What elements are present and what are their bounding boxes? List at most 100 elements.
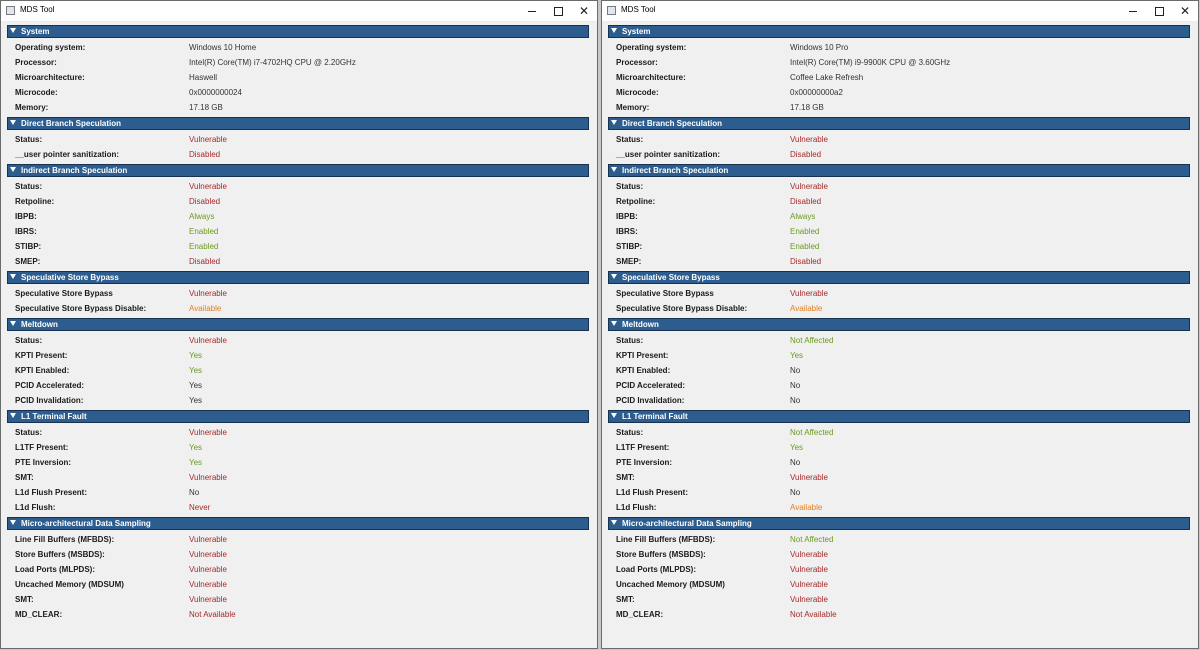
row-value: Not Available — [790, 610, 837, 619]
row-value: No — [790, 458, 801, 467]
section-title: Speculative Store Bypass — [622, 273, 720, 282]
section-title: Direct Branch Speculation — [21, 119, 122, 128]
row-label: IBRS: — [15, 227, 37, 236]
info-row: Microarchitecture: Coffee Lake Refresh — [608, 70, 1190, 85]
section-header[interactable]: Indirect Branch Speculation — [7, 164, 589, 177]
info-row: Memory: 17.18 GB — [7, 100, 589, 115]
maximize-button[interactable] — [1146, 1, 1172, 21]
row-value: Not Affected — [790, 428, 834, 437]
row-label: Speculative Store Bypass — [616, 289, 714, 298]
section-header[interactable]: Meltdown — [608, 318, 1190, 331]
info-row: Status: Vulnerable — [7, 179, 589, 194]
section-header[interactable]: L1 Terminal Fault — [608, 410, 1190, 423]
row-value: Disabled — [189, 257, 221, 266]
row-label: Processor: — [15, 58, 57, 67]
collapse-triangle-icon[interactable] — [611, 167, 617, 173]
row-label: Microcode: — [15, 88, 58, 97]
section-header[interactable]: Direct Branch Speculation — [7, 117, 589, 130]
row-label: PCID Invalidation: — [15, 396, 84, 405]
row-label: Status: — [15, 182, 43, 191]
info-row: MD_CLEAR: Not Available — [7, 607, 589, 622]
row-value: Vulnerable — [189, 289, 227, 298]
section-title: Speculative Store Bypass — [21, 273, 119, 282]
row-label: STIBP: — [15, 242, 42, 251]
section-title: Micro-architectural Data Sampling — [622, 519, 752, 528]
row-label: Load Ports (MLPDS): — [616, 565, 696, 574]
row-label: PTE Inversion: — [15, 458, 72, 467]
section-header[interactable]: L1 Terminal Fault — [7, 410, 589, 423]
row-value: No — [790, 396, 801, 405]
window-title: MDS Tool — [621, 5, 656, 14]
row-label: Memory: — [15, 103, 49, 112]
section-header[interactable]: Speculative Store Bypass — [608, 271, 1190, 284]
section-title: Direct Branch Speculation — [622, 119, 723, 128]
close-button[interactable]: ✕ — [1172, 1, 1198, 21]
info-row: L1d Flush: Never — [7, 500, 589, 515]
collapse-triangle-icon[interactable] — [10, 274, 16, 280]
section-title: L1 Terminal Fault — [622, 412, 688, 421]
row-label: Status: — [15, 336, 43, 345]
row-label: Operating system: — [616, 43, 687, 52]
info-row: Microarchitecture: Haswell — [7, 70, 589, 85]
collapse-triangle-icon[interactable] — [611, 520, 617, 526]
row-value: Vulnerable — [189, 135, 227, 144]
collapse-triangle-icon[interactable] — [611, 274, 617, 280]
row-label: L1d Flush Present: — [616, 488, 689, 497]
row-label: Status: — [616, 428, 644, 437]
row-value: Intel(R) Core(TM) i7-4702HQ CPU @ 2.20GH… — [189, 58, 356, 67]
section-header[interactable]: Meltdown — [7, 318, 589, 331]
row-label: Store Buffers (MSBDS): — [616, 550, 706, 559]
section-header[interactable]: Micro-architectural Data Sampling — [608, 517, 1190, 530]
collapse-triangle-icon[interactable] — [10, 120, 16, 126]
close-icon: ✕ — [578, 4, 590, 18]
row-value: 0x0000000024 — [189, 88, 242, 97]
row-value: Disabled — [790, 197, 822, 206]
row-value: Not Affected — [790, 336, 834, 345]
row-label: Microarchitecture: — [15, 73, 85, 82]
info-row: Status: Vulnerable — [7, 132, 589, 147]
collapse-triangle-icon[interactable] — [611, 321, 617, 327]
info-row: Uncached Memory (MDSUM) Vulnerable — [7, 577, 589, 592]
title-bar[interactable]: MDS Tool ✕ — [1, 1, 597, 22]
info-row: Operating system: Windows 10 Pro — [608, 40, 1190, 55]
collapse-triangle-icon[interactable] — [611, 413, 617, 419]
row-value: Vulnerable — [189, 428, 227, 437]
section-header[interactable]: Direct Branch Speculation — [608, 117, 1190, 130]
info-row: Store Buffers (MSBDS): Vulnerable — [608, 547, 1190, 562]
info-row: Load Ports (MLPDS): Vulnerable — [608, 562, 1190, 577]
section-header[interactable]: System — [608, 25, 1190, 38]
row-value: Vulnerable — [790, 550, 828, 559]
info-row: SMT: Vulnerable — [7, 470, 589, 485]
section-title: Indirect Branch Speculation — [622, 166, 729, 175]
row-label: Line Fill Buffers (MFBDS): — [15, 535, 115, 544]
row-value: Windows 10 Pro — [790, 43, 849, 52]
info-row: Processor: Intel(R) Core(TM) i9-9900K CPU… — [608, 55, 1190, 70]
collapse-triangle-icon[interactable] — [10, 167, 16, 173]
info-row: Status: Not Affected — [608, 333, 1190, 348]
collapse-triangle-icon[interactable] — [10, 321, 16, 327]
close-button[interactable]: ✕ — [571, 1, 597, 21]
section-header[interactable]: Speculative Store Bypass — [7, 271, 589, 284]
info-row: PTE Inversion: Yes — [7, 455, 589, 470]
row-label: PCID Accelerated: — [616, 381, 686, 390]
row-value: Vulnerable — [189, 595, 227, 604]
row-label: Uncached Memory (MDSUM) — [616, 580, 725, 589]
collapse-triangle-icon[interactable] — [611, 28, 617, 34]
section-header[interactable]: Micro-architectural Data Sampling — [7, 517, 589, 530]
maximize-button[interactable] — [545, 1, 571, 21]
collapse-triangle-icon[interactable] — [10, 520, 16, 526]
row-value: 17.18 GB — [189, 103, 223, 112]
title-bar[interactable]: MDS Tool ✕ — [602, 1, 1198, 22]
info-row: Microcode: 0x0000000024 — [7, 85, 589, 100]
section-header[interactable]: Indirect Branch Speculation — [608, 164, 1190, 177]
row-value: Disabled — [189, 197, 221, 206]
minimize-button[interactable] — [519, 1, 545, 21]
row-value: Vulnerable — [189, 580, 227, 589]
mds-tool-window-right: MDS Tool ✕ System Operating system: Window… — [601, 0, 1199, 649]
section-header[interactable]: System — [7, 25, 589, 38]
collapse-triangle-icon[interactable] — [10, 413, 16, 419]
minimize-button[interactable] — [1120, 1, 1146, 21]
collapse-triangle-icon[interactable] — [611, 120, 617, 126]
info-row: STIBP: Enabled — [7, 239, 589, 254]
collapse-triangle-icon[interactable] — [10, 28, 16, 34]
